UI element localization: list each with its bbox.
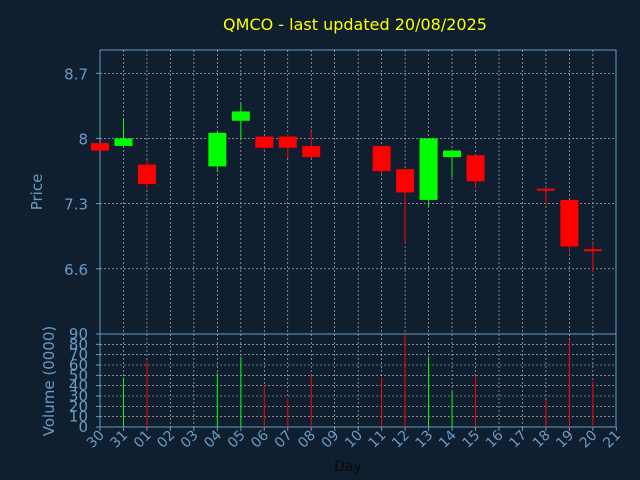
volume-tick-label: 30 (69, 387, 88, 405)
volume-tick-label: 70 (69, 346, 88, 364)
candle-body-04 (208, 132, 227, 167)
candle-body-30 (91, 143, 109, 151)
candle-body-20 (583, 249, 602, 252)
candle-body-01 (137, 164, 156, 185)
candle-body-07 (278, 136, 297, 148)
volume-tick-label: 80 (69, 335, 88, 353)
candle-body-11 (372, 145, 391, 172)
candle-body-31 (114, 138, 133, 146)
volume-tick-label: 90 (69, 325, 88, 343)
volume-tick-label: 0 (78, 418, 88, 436)
candle-body-06 (255, 136, 274, 148)
day-axis-label: Day (334, 459, 362, 475)
chart-title: QMCO - last updated 20/08/2025 (223, 15, 487, 34)
candle-body-05 (231, 111, 250, 121)
price-tick-label: 8.7 (64, 65, 88, 83)
price-panel: 6.6 7.3 8 8.7 (64, 49, 617, 335)
candle-body-13 (419, 138, 438, 200)
candle-body-14 (443, 150, 462, 158)
candle-body-08 (302, 145, 321, 158)
candle-body-15 (466, 155, 485, 182)
volume-tick-label: 60 (69, 356, 88, 374)
price-axis-label: Price (28, 174, 46, 211)
volume-tick-label: 20 (69, 397, 88, 415)
volume-tick-label: 40 (69, 377, 88, 395)
price-tick-label: 6.6 (64, 261, 88, 279)
candle-body-19 (560, 199, 579, 247)
price-tick-label: 7.3 (64, 196, 88, 214)
volume-tick-label: 10 (69, 408, 88, 426)
candle-body-12 (396, 169, 415, 193)
price-tick-label: 8 (78, 130, 88, 148)
candle-body-18 (536, 188, 555, 191)
volume-tick-label: 50 (69, 366, 88, 384)
volume-axis-label: Volume (0000) (40, 326, 58, 436)
